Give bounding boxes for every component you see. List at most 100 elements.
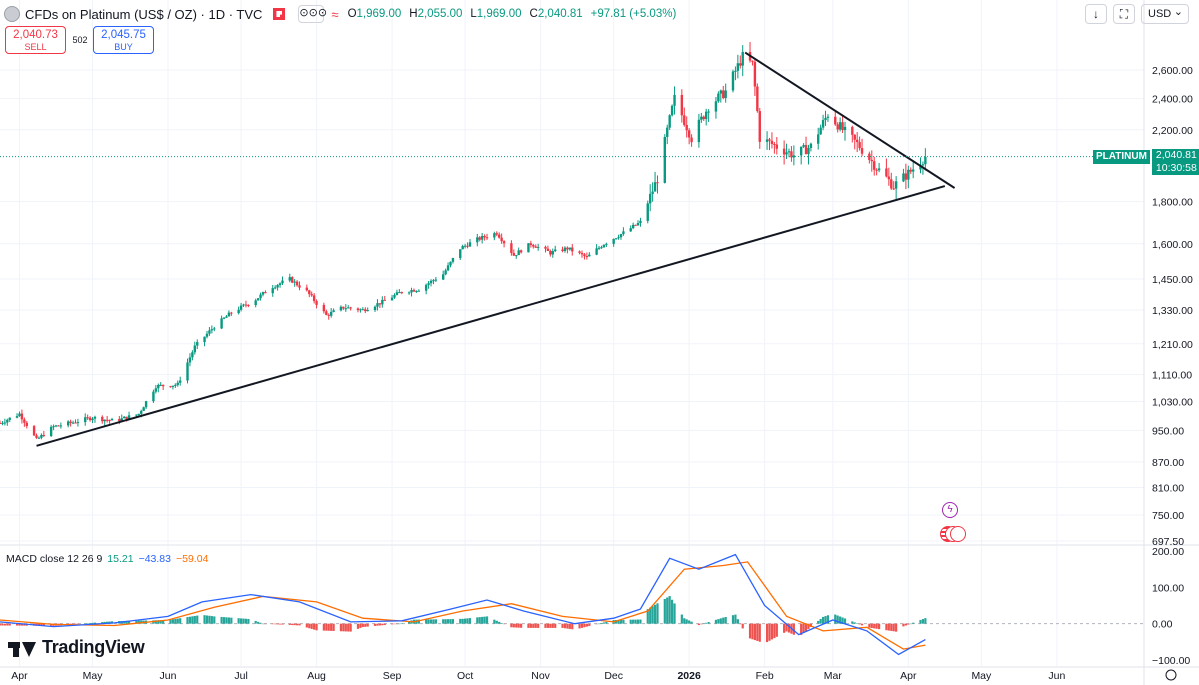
time-tick-label: Apr — [11, 670, 28, 682]
candle-body — [770, 140, 774, 144]
macd-signal-line — [0, 561, 926, 650]
candle-body — [617, 237, 620, 239]
macd-histogram-bar — [602, 622, 606, 624]
macd-histogram-bar — [361, 623, 364, 628]
tradingview-logo-text: TradingView — [42, 637, 145, 657]
macd-legend[interactable]: MACD close 12 26 9 15.21 −43.83 −59.04 — [6, 553, 208, 565]
candle-body — [32, 426, 36, 436]
candle-body — [213, 328, 216, 330]
symbol-title[interactable]: CFDs on Platinum (US$ / OZ) · 1D · TVC — [25, 6, 263, 22]
candle-body — [907, 169, 910, 180]
candle-body — [909, 169, 912, 172]
sell-button[interactable]: 2,040.73 SELL — [5, 26, 66, 54]
macd-histogram-bar — [483, 616, 486, 624]
candle-body — [858, 142, 861, 149]
candle-body — [753, 61, 757, 87]
macd-histogram-bar — [154, 620, 157, 624]
time-tick-label: May — [971, 670, 992, 682]
macd-signal-value: −59.04 — [176, 553, 209, 565]
symbol-logo-icon[interactable] — [4, 6, 20, 22]
candle-body — [25, 422, 28, 427]
macd-histogram-bar — [858, 623, 861, 625]
candle-body — [595, 248, 598, 255]
high-value: 2,055.00 — [417, 8, 463, 20]
candle-body — [554, 249, 557, 252]
macd-histogram-bar — [278, 623, 282, 625]
macd-histogram-bar — [498, 621, 501, 624]
candle-body — [498, 234, 501, 238]
macd-histogram-bar — [839, 616, 842, 624]
macd-histogram-bar — [390, 623, 394, 625]
macd-histogram-bar — [734, 614, 737, 624]
candle-body — [210, 329, 214, 331]
candle-body — [118, 418, 121, 422]
candle-body — [373, 306, 377, 311]
macd-histogram-bar — [186, 617, 189, 624]
ohlc-values: O1,969.00 H2,055.00 L1,969.00 C2,040.81 … — [347, 8, 677, 20]
candle-body — [566, 247, 569, 250]
candle-body — [690, 137, 693, 143]
macd-histogram-bar — [295, 623, 299, 626]
macd-histogram-bar — [502, 623, 506, 625]
candle-body — [308, 290, 311, 295]
macd-histogram-bar — [1, 623, 4, 626]
macd-histogram-bar — [310, 623, 313, 629]
economic-events-icon[interactable] — [940, 526, 968, 542]
candle-body — [707, 111, 710, 113]
macd-histogram-bar — [327, 623, 330, 631]
candle-body — [751, 60, 754, 62]
macd-histogram-bar — [817, 620, 820, 624]
macd-histogram-bar — [724, 617, 727, 624]
macd-histogram-bar — [527, 623, 530, 628]
macd-histogram-bar — [442, 619, 445, 624]
macd-histogram-bar — [3, 623, 6, 626]
buy-button[interactable]: 2,045.75 BUY — [93, 26, 154, 54]
macd-histogram-bar — [101, 622, 104, 624]
candle-body — [717, 93, 720, 102]
candle-body — [875, 169, 878, 171]
lightning-icon[interactable]: ϟ — [942, 502, 958, 518]
macd-histogram-bar — [821, 616, 825, 624]
candle-body — [332, 310, 335, 312]
macd-histogram-bar — [834, 614, 837, 624]
macd-histogram-bar — [722, 617, 725, 624]
candle-body — [758, 111, 761, 142]
last-price-value: 2,040.81 — [1155, 149, 1197, 161]
macd-histogram-bar — [639, 619, 642, 624]
candle-body — [446, 265, 450, 271]
macd-histogram-bar — [464, 618, 467, 624]
candle-body — [57, 425, 60, 427]
macd-histogram-bar — [135, 620, 138, 624]
macd-histogram-bar — [244, 618, 248, 624]
flag-icon[interactable] — [273, 8, 286, 20]
candle-body — [529, 243, 533, 245]
time-tick-label: Jul — [234, 670, 247, 682]
macd-histogram-bar — [408, 621, 411, 624]
candle-body — [819, 127, 822, 135]
fullscreen-icon[interactable]: ⛶ — [1113, 4, 1135, 24]
candle-body — [93, 416, 97, 419]
currency-select[interactable]: USD — [1141, 4, 1189, 24]
candle-body — [495, 233, 498, 235]
macd-histogram-bar — [924, 618, 927, 624]
candle-body — [242, 304, 245, 306]
macd-histogram-bar — [359, 623, 362, 628]
arrow-down-icon[interactable]: ↓ — [1085, 4, 1107, 24]
macd-histogram-bar — [510, 623, 513, 628]
candle-body — [544, 246, 547, 249]
more-icon[interactable]: ⊙⊙⊙ — [298, 5, 327, 23]
candle-body — [157, 384, 160, 389]
candle-body — [88, 417, 92, 421]
macd-label: MACD close 12 26 9 — [6, 553, 103, 565]
price-tick-label: 1,210.00 — [1152, 339, 1193, 351]
price-tick-label: 950.00 — [1152, 425, 1184, 437]
macd-histogram-bar — [364, 623, 367, 627]
macd-histogram-bar — [529, 623, 532, 628]
macd-histogram-bar — [493, 619, 496, 624]
price-tick-label: 697.50 — [1152, 536, 1184, 548]
candle-body — [619, 234, 623, 238]
candle-body — [673, 94, 676, 106]
candle-body — [91, 418, 94, 421]
tradingview-logo[interactable]: TradingView — [8, 637, 145, 658]
